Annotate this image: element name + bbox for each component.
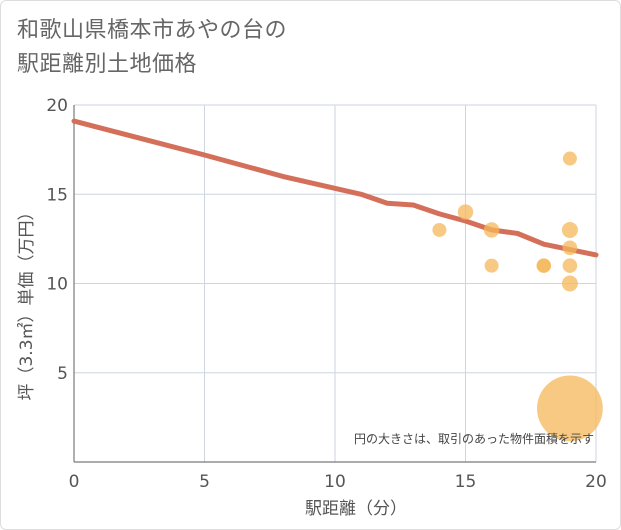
x-tick-label-3: 15 xyxy=(455,472,477,492)
bubble-point-7 xyxy=(561,221,578,238)
y-axis-title: 坪（3.3㎡）単価（万円） xyxy=(17,203,37,400)
bubble-size-note: 円の大きさは、取引のあった物件面積を示す xyxy=(354,431,594,446)
bubble-layer xyxy=(432,151,603,442)
x-tick-label-0: 0 xyxy=(69,472,80,492)
tick-labels: 0 5 10 15 20 5 10 15 20 xyxy=(46,96,606,492)
bubble-point-10 xyxy=(561,275,578,292)
grid xyxy=(73,104,597,463)
x-axis-title: 駅距離（分） xyxy=(305,499,407,519)
bubble-point-8 xyxy=(562,240,578,256)
bubble-point-0 xyxy=(432,222,447,237)
x-tick-label-1: 5 xyxy=(199,472,210,492)
bubble-point-1 xyxy=(457,204,474,220)
x-tick-label-4: 20 xyxy=(585,472,607,492)
bubble-point-3 xyxy=(484,258,499,273)
bubble-point-9 xyxy=(562,258,578,273)
chart-title-line-1: 和歌山県橋本市あやの台の xyxy=(17,18,288,43)
bubble-point-5 xyxy=(536,258,551,273)
trend-line xyxy=(71,118,599,258)
bubble-point-2 xyxy=(483,222,500,238)
y-tick-label-0: 5 xyxy=(57,364,68,384)
bubble-point-11 xyxy=(537,375,603,442)
chart-title-line-2: 駅距離別土地価格 xyxy=(17,52,198,77)
y-tick-label-2: 15 xyxy=(46,185,68,205)
chart-title: 和歌山県橋本市あやの台の 駅距離別土地価格 xyxy=(17,14,287,82)
y-tick-label-3: 20 xyxy=(46,96,68,116)
y-tick-label-1: 10 xyxy=(46,275,68,295)
x-tick-label-2: 10 xyxy=(324,472,346,492)
trend-line-layer xyxy=(71,118,599,258)
bubble-point-6 xyxy=(562,151,577,166)
